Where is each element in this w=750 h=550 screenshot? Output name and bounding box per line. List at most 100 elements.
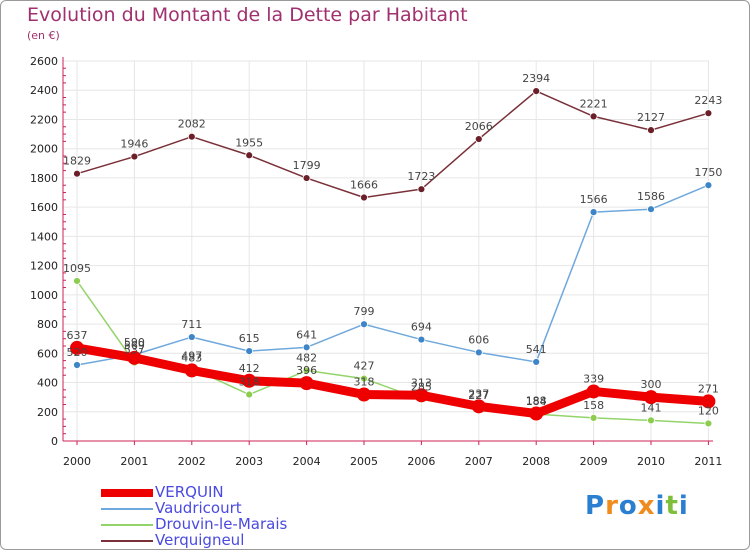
logo-letter: i: [678, 491, 689, 521]
data-label-vaudricourt: 641: [296, 328, 317, 341]
x-tick-label: 2004: [293, 455, 321, 468]
y-tick-label: 1600: [30, 201, 58, 214]
data-label-drouvin-le-marais: 427: [354, 360, 375, 373]
data-label-verquin: 318: [354, 376, 375, 389]
data-label-verquin: 637: [67, 329, 88, 342]
series-line-verquin: [72, 343, 713, 419]
data-label-verquigneul: 2394: [522, 72, 550, 85]
data-point-verquigneul: [532, 87, 541, 96]
data-point-verquigneul: [245, 151, 254, 160]
grid-layer: [63, 60, 709, 442]
series-layer: [70, 87, 716, 428]
data-point-verquin: [701, 394, 716, 409]
data-point-vaudricourt: [532, 358, 541, 366]
data-label-verquin: 483: [181, 351, 202, 364]
x-tick-label: 2009: [580, 455, 608, 468]
x-tick-label: 2011: [694, 455, 722, 468]
data-label-drouvin-le-marais: 120: [698, 404, 719, 417]
data-point-verquigneul: [417, 185, 426, 194]
legend-label: Vaudricourt: [155, 499, 242, 517]
data-label-verquigneul: 1955: [235, 136, 263, 149]
legend-swatch: [101, 508, 153, 510]
logo-letter: i: [655, 491, 666, 521]
y-tick-label: 0: [51, 435, 58, 448]
data-point-vaudricourt: [73, 361, 81, 369]
y-tick-label: 800: [37, 318, 58, 331]
data-point-verquigneul: [647, 126, 655, 135]
data-point-verquigneul: [360, 193, 368, 202]
data-point-vaudricourt: [245, 347, 254, 356]
data-label-drouvin-le-marais: 318: [239, 376, 260, 389]
y-tick-label: 1200: [30, 260, 58, 273]
data-point-verquin: [644, 390, 658, 405]
legend-label: Verquigneul: [155, 531, 245, 549]
data-label-vaudricourt: 606: [468, 333, 489, 346]
data-label-verquigneul: 1723: [407, 170, 435, 183]
data-label-drouvin-le-marais: 285: [411, 380, 432, 393]
series-line-verquigneul: [76, 90, 710, 199]
x-tick-label: 2006: [407, 455, 435, 468]
data-label-drouvin-le-marais: 227: [468, 389, 489, 402]
x-tick-label: 2001: [120, 455, 148, 468]
data-point-verquin: [586, 384, 601, 399]
data-point-drouvin-le-marais: [589, 414, 598, 422]
data-label-verquin: 313: [411, 376, 432, 389]
data-point-verquigneul: [474, 135, 483, 143]
data-label-vaudricourt: 1566: [580, 193, 608, 206]
data-label-drouvin-le-marais: 482: [296, 352, 317, 365]
series-line-vaudricourt: [76, 184, 710, 366]
x-tick-label: 2005: [350, 455, 378, 468]
data-label-verquin: 237: [468, 387, 489, 400]
data-point-verquigneul: [73, 169, 81, 178]
data-point-drouvin-le-marais: [73, 277, 81, 285]
data-point-vaudricourt: [474, 348, 483, 357]
data-label-drouvin-le-marais: 158: [583, 399, 604, 412]
y-tick-label: 2000: [30, 143, 58, 156]
data-label-vaudricourt: 541: [526, 343, 547, 356]
data-label-vaudricourt: 1750: [694, 166, 722, 179]
proxiti-logo: Proxiti: [585, 491, 689, 521]
data-point-verquin: [471, 399, 486, 414]
data-point-verquin: [299, 376, 314, 391]
y-tick-label: 2600: [30, 55, 58, 68]
data-point-verquin: [529, 406, 544, 421]
data-point-vaudricourt: [187, 333, 196, 341]
data-point-vaudricourt: [360, 320, 368, 329]
legend-label: VERQUIN: [155, 483, 224, 501]
data-point-verquin: [184, 363, 199, 378]
y-tick-label: 200: [37, 406, 58, 419]
data-point-verquin: [242, 373, 257, 388]
data-point-verquigneul: [704, 109, 713, 118]
data-label-verquigneul: 1666: [350, 179, 378, 192]
data-label-vaudricourt: 1586: [637, 190, 665, 203]
logo-letter: x: [637, 491, 656, 521]
logo-letter: P: [585, 491, 606, 521]
y-tick-label: 1400: [30, 230, 58, 243]
legend-swatch: [101, 489, 153, 497]
legend-swatch: [101, 524, 153, 526]
data-point-verquin: [127, 350, 142, 365]
data-label-vaudricourt: 590: [124, 336, 145, 349]
logo-letter: t: [665, 491, 679, 521]
legend-swatch: [101, 540, 153, 542]
data-label-verquigneul: 1829: [63, 155, 91, 168]
data-point-vaudricourt: [589, 208, 598, 217]
data-label-vaudricourt: 520: [67, 346, 88, 359]
data-label-drouvin-le-marais: 141: [641, 401, 662, 414]
label-layer: 637 569 483 412 396 318 313 237 188 339 300 271 520 5…: [63, 72, 722, 417]
data-point-drouvin-le-marais: [647, 416, 655, 425]
x-tick-label: 2008: [522, 455, 550, 468]
x-tick-label: 2002: [178, 455, 206, 468]
data-point-verquigneul: [302, 174, 311, 182]
data-point-vaudricourt: [647, 205, 655, 214]
data-label-vaudricourt: 615: [239, 332, 260, 345]
chart-title: Evolution du Montant de la Dette par Hab…: [27, 4, 468, 26]
data-point-vaudricourt: [704, 181, 713, 190]
data-label-drouvin-le-marais: 497: [181, 349, 202, 362]
data-label-verquin: 271: [698, 382, 719, 395]
y-tick-label: 600: [37, 347, 58, 360]
data-label-vaudricourt: 799: [354, 305, 375, 318]
logo-letter: r: [605, 491, 619, 521]
data-point-vaudricourt: [302, 343, 311, 352]
